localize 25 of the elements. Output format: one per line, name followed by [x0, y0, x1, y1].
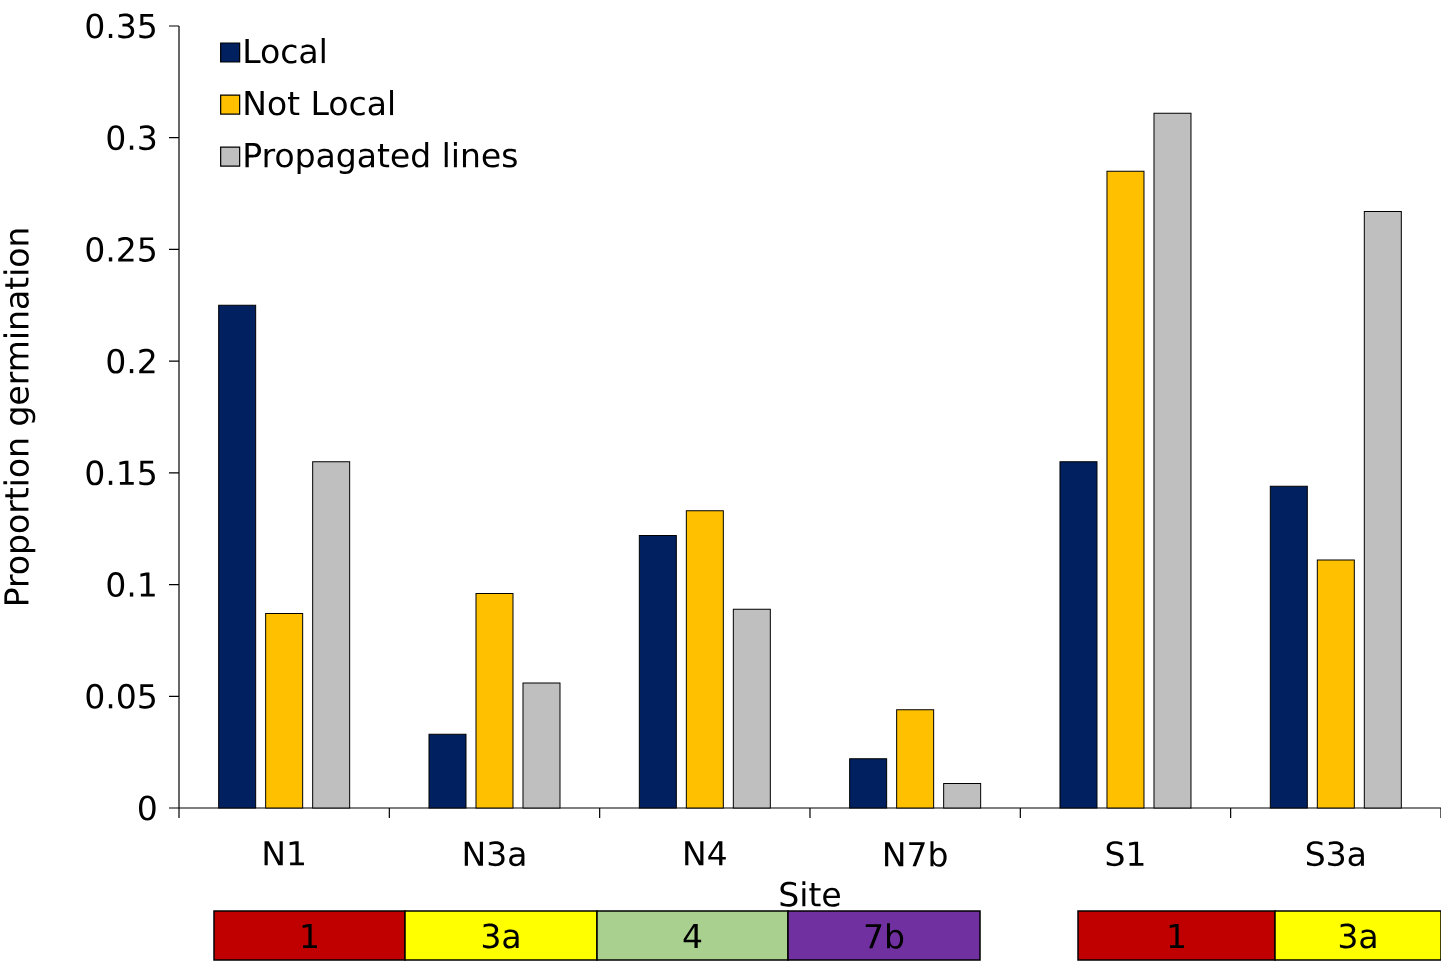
- y-axis-title: Proportion germination: [3, 229, 36, 605]
- y-tick-label: 0.3: [107, 125, 156, 151]
- x-tick-label: S1: [1106, 841, 1144, 867]
- text: 3a: [1339, 923, 1376, 949]
- y-tick-label: 0.1: [107, 572, 155, 598]
- x-tick-label: N4: [685, 841, 726, 866]
- text: 3a: [482, 923, 519, 949]
- text: 1: [302, 923, 317, 949]
- legend-label: Local: [245, 38, 325, 64]
- x-tick-label: S3a: [1306, 841, 1364, 867]
- y-tick-label: 0: [138, 795, 156, 821]
- legend-label: Propagated lines: [245, 142, 517, 174]
- y-tick-label: 0.35: [86, 13, 155, 39]
- x-tick-label: N7b: [885, 841, 947, 867]
- x-tick-label: N1: [264, 841, 304, 866]
- x-axis-title: Site: [780, 881, 840, 907]
- text: 7b: [865, 923, 904, 949]
- y-tick-label: 0.2: [107, 348, 155, 374]
- y-tick-label: 0.05: [86, 683, 155, 709]
- y-tick-label: 0.25: [86, 236, 155, 262]
- y-tick-label: 0.15: [86, 460, 155, 486]
- text: 4: [683, 923, 702, 949]
- legend-label: Not Local: [245, 90, 394, 116]
- x-tick-label: N3a: [464, 841, 525, 867]
- text: 1: [1169, 923, 1184, 949]
